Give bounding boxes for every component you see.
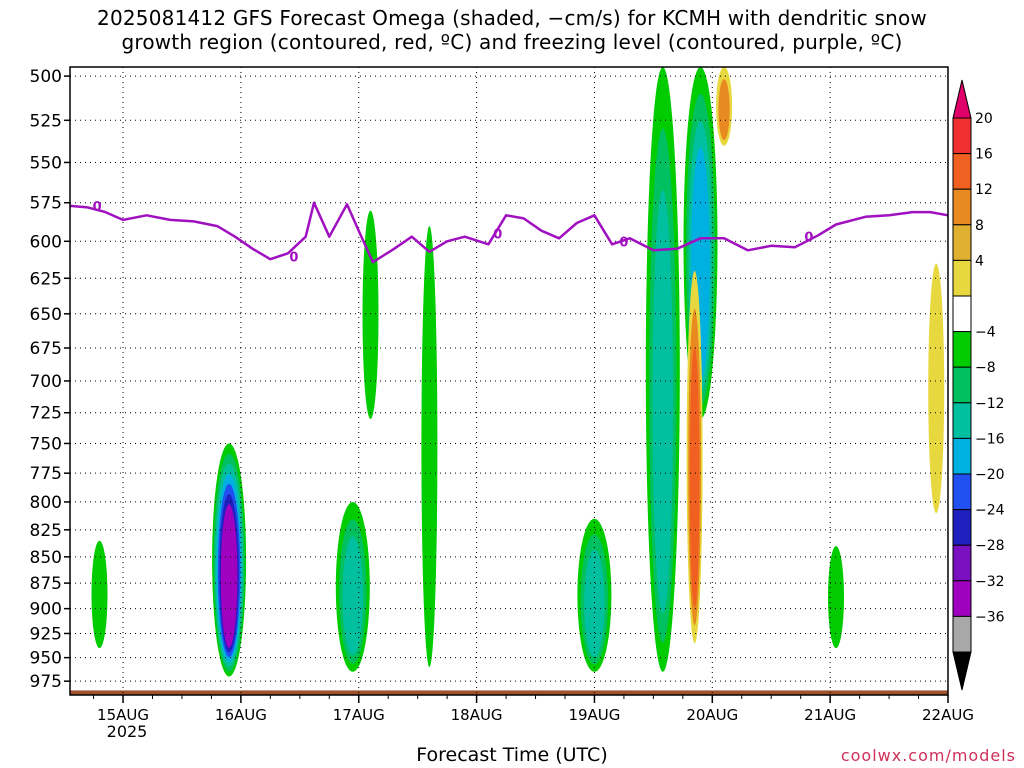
colorbar-cell-10: [952, 437, 972, 475]
y-tick-label-675: 675: [30, 339, 62, 359]
y-tick-label-650: 650: [30, 305, 62, 325]
y-tick-label-500: 500: [30, 67, 62, 87]
colorbar-cell-6: [952, 295, 972, 333]
colorbar-label-2: 12: [975, 182, 993, 198]
freezing-level-line: [69, 201, 949, 264]
colorbar-cell-4: [952, 224, 972, 261]
omega-feature-8-level-2: [689, 346, 700, 608]
colorbar-label-8: −16: [975, 431, 1005, 447]
omega-feature-3-level-0: [362, 210, 379, 419]
x-tick-label-5: 20AUG: [686, 706, 738, 724]
colorbar-label-3: 8: [975, 218, 984, 234]
colorbar-cell-3: [952, 188, 972, 226]
y-tick-label-575: 575: [30, 194, 62, 214]
y-tick-label-750: 750: [30, 434, 62, 454]
colorbar-label-1: 16: [975, 147, 993, 163]
x-tick-label-6: 21AUG: [804, 706, 856, 724]
chart-title-line-2: growth region (contoured, red, ºC) and f…: [121, 30, 903, 54]
colorbar-label-0: 20: [975, 111, 993, 127]
colorbar-cell-13: [952, 544, 972, 582]
omega-feature-1-level-6: [220, 504, 238, 648]
x-tick-label-7: 22AUG: [922, 706, 974, 724]
colorbar-label-5: −4: [975, 325, 996, 341]
x-axis-label: Forecast Time (UTC): [416, 744, 608, 766]
axes: 500 525 550 575 600 625 650 675 700 725 750 775 800 8…: [30, 66, 974, 724]
colorbar-cell-11: [952, 473, 972, 511]
y-tick-label-900: 900: [30, 600, 62, 620]
omega-feature-11-level-0: [928, 263, 945, 514]
omega-feature-5-level-2: [584, 549, 605, 658]
y-tick-label-600: 600: [30, 232, 62, 252]
omega-feature-0-level-0: [91, 540, 108, 649]
y-tick-label-875: 875: [30, 574, 62, 594]
y-tick-label-525: 525: [30, 111, 62, 131]
colorbar-cell-15: [952, 615, 972, 653]
y-tick-label-850: 850: [30, 548, 62, 568]
chart-title-line-1: 2025081412 GFS Forecast Omega (shaded, −…: [97, 6, 927, 30]
colorbar-bottom-triangle: [952, 651, 972, 691]
colorbar-cell-5: [952, 259, 972, 297]
x-tick-label-4: 19AUG: [568, 706, 620, 724]
freezing-level-label-1: 0: [289, 250, 298, 265]
colorbar-cell-7: [952, 331, 972, 368]
y-tick-label-725: 725: [30, 404, 62, 424]
ground-strip: [70, 690, 948, 695]
colorbar-cell-2: [952, 153, 972, 190]
colorbar: 20 16 12 8 4 −4 −8 −12 −16 −20 −24 −28 −32 −36: [952, 79, 1005, 691]
freezing-level-label-0: 0: [93, 200, 102, 215]
colorbar-cell-14: [952, 580, 972, 617]
y-tick-label-550: 550: [30, 153, 62, 173]
colorbar-label-12: −32: [975, 574, 1005, 590]
omega-feature-6-level-2: [652, 190, 673, 614]
x-tick-label-2: 17AUG: [333, 706, 385, 724]
credit-text[interactable]: coolwx.com/models: [840, 746, 1016, 765]
colorbar-label-9: −20: [975, 467, 1005, 483]
y-tick-label-825: 825: [30, 521, 62, 541]
colorbar-cell-8: [952, 366, 972, 404]
colorbar-label-4: 4: [975, 253, 984, 269]
colorbar-label-7: −12: [975, 396, 1005, 412]
x-tick-label-0: 15AUG: [97, 706, 149, 724]
omega-feature-2-level-2: [342, 536, 363, 656]
freezing-level-label-3: 0: [619, 235, 628, 250]
omega-feature-9-level-1: [718, 79, 730, 141]
y-tick-label-800: 800: [30, 493, 62, 513]
y-tick-label-775: 775: [30, 464, 62, 484]
freezing-level-layer: 0 0 0 0 0: [69, 200, 949, 265]
y-tick-label-625: 625: [30, 269, 62, 289]
colorbar-label-13: −36: [975, 609, 1005, 625]
colorbar-cell-9: [952, 402, 972, 439]
colorbar-label-11: −28: [975, 538, 1005, 554]
colorbar-top-triangle: [952, 79, 972, 119]
y-tick-label-950: 950: [30, 649, 62, 669]
colorbar-label-6: −8: [975, 360, 996, 376]
omega-feature-4-level-0: [421, 226, 438, 668]
freezing-level-label-4: 0: [804, 231, 813, 246]
chart-title: 2025081412 GFS Forecast Omega (shaded, −…: [0, 6, 1024, 54]
colorbar-cell-1: [952, 117, 972, 155]
y-tick-label-925: 925: [30, 624, 62, 644]
x-tick-label-1: 16AUG: [215, 706, 267, 724]
freezing-level-label-2: 0: [493, 228, 502, 243]
x-tick-year-label: 2025: [106, 722, 148, 741]
y-tick-label-975: 975: [30, 672, 62, 692]
colorbar-cell-12: [952, 509, 972, 546]
omega-shading-layer: [70, 67, 948, 695]
y-tick-label-700: 700: [30, 372, 62, 392]
gridlines: [70, 67, 949, 695]
colorbar-label-10: −24: [975, 503, 1005, 519]
plot-frame: [69, 66, 949, 696]
x-tick-label-3: 18AUG: [451, 706, 503, 724]
omega-feature-10-level-0: [828, 546, 844, 649]
